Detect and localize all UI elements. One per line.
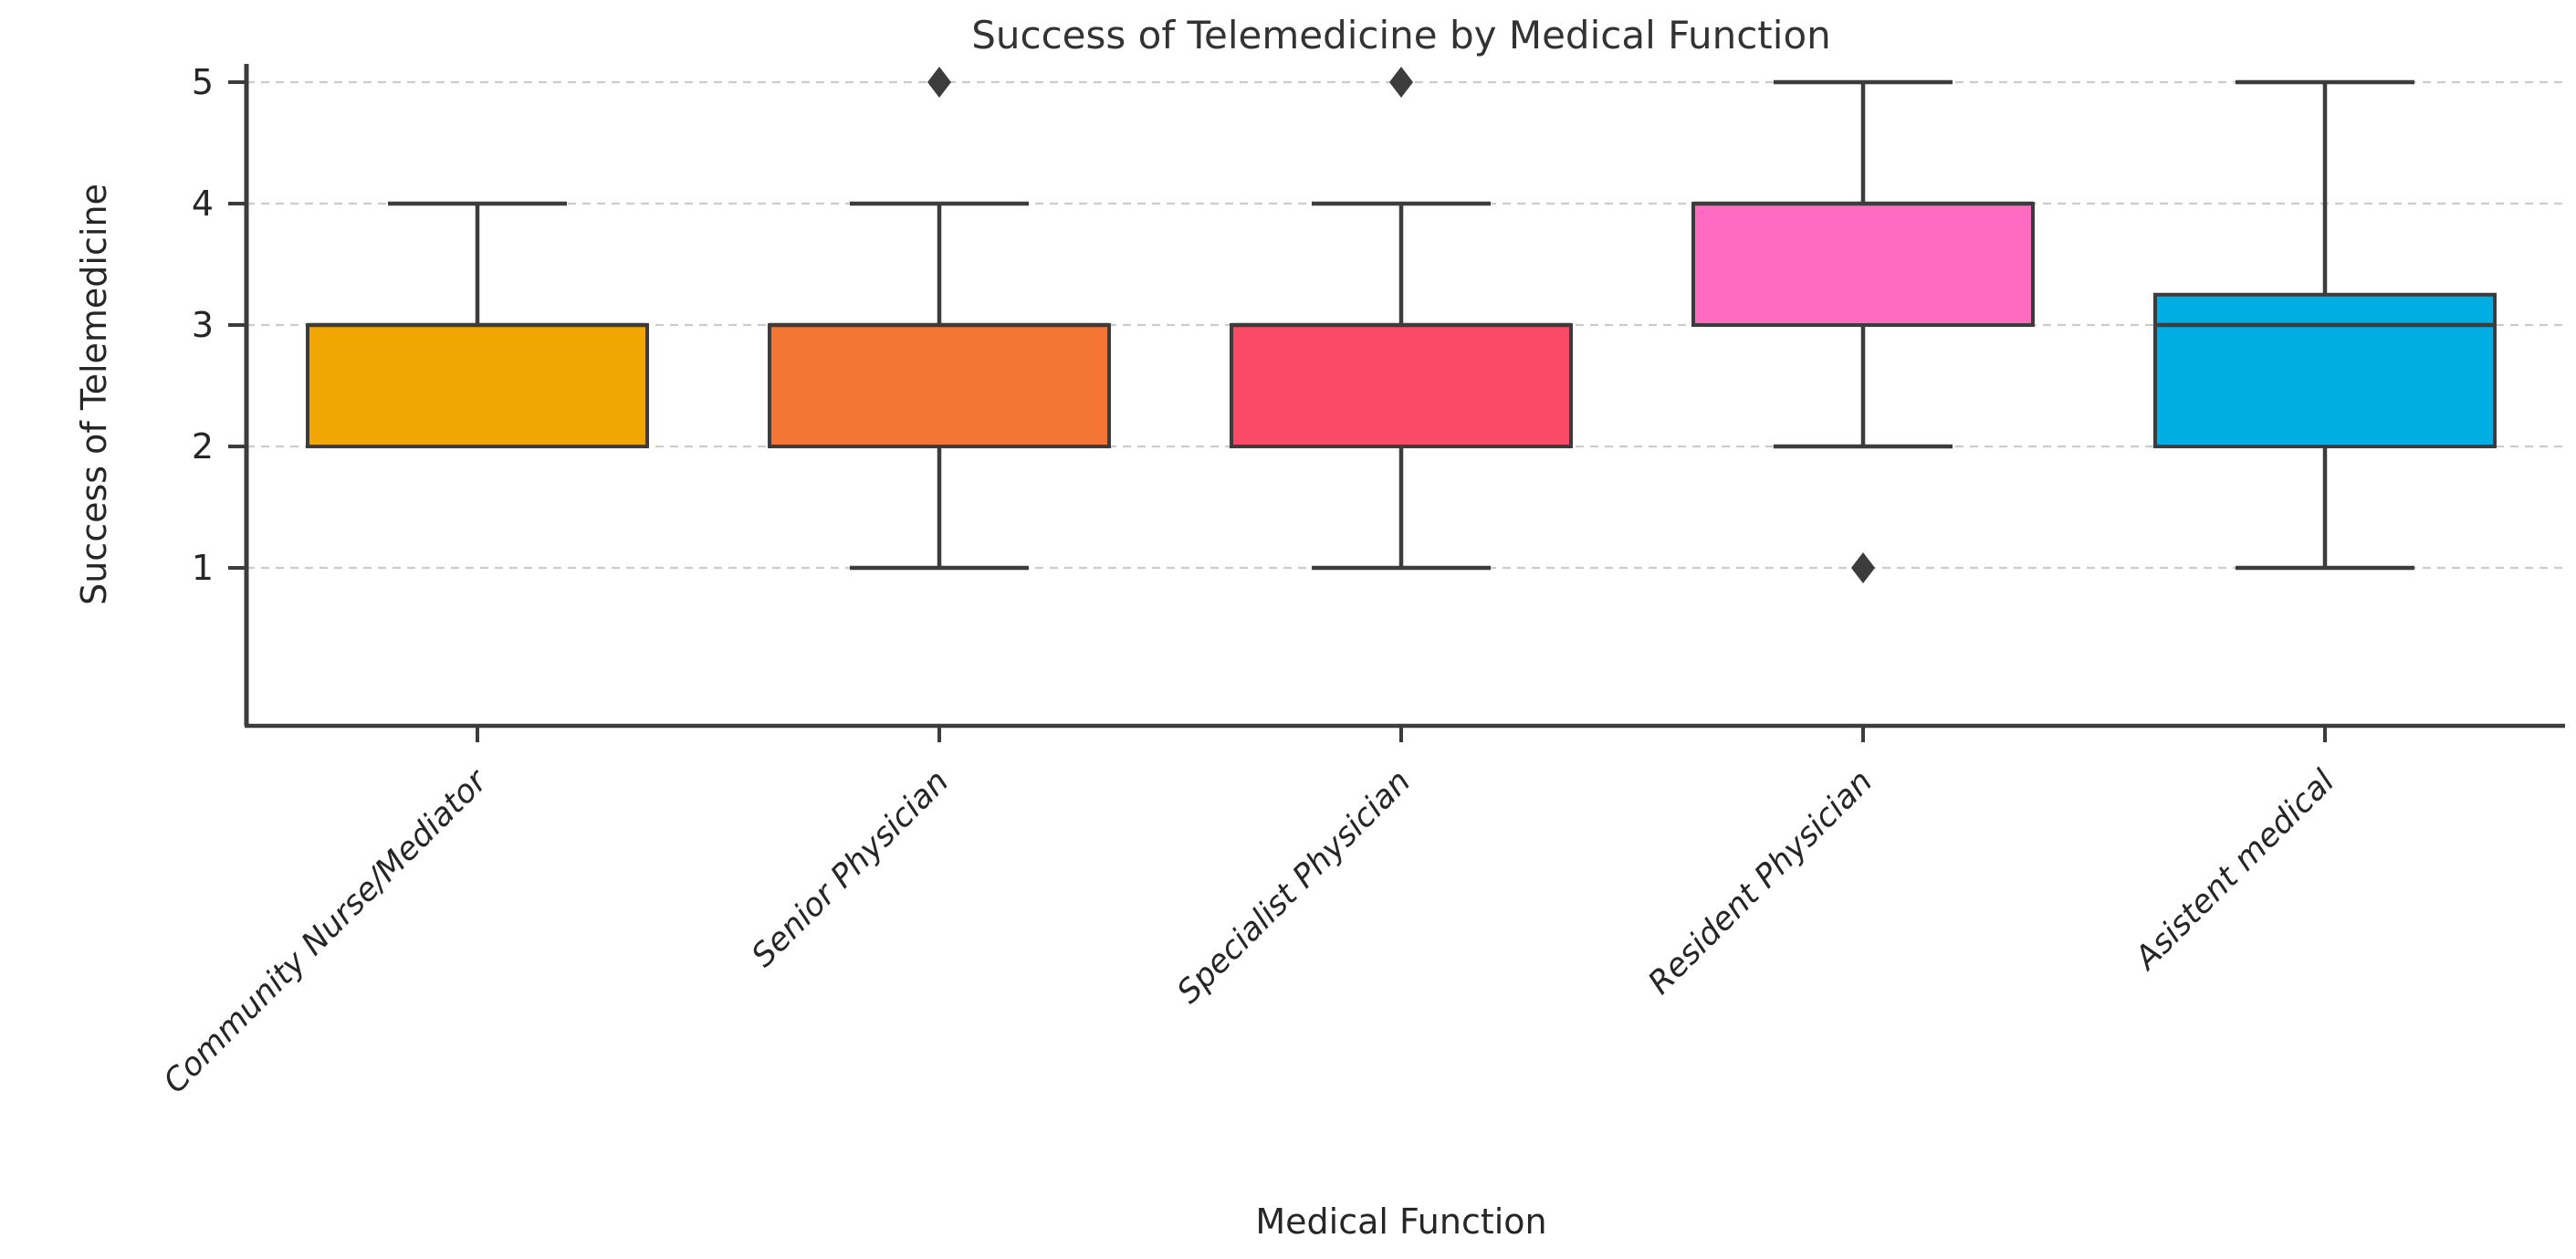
box-asistent-medical [2153, 292, 2497, 448]
box-resident-physician [1691, 202, 2035, 327]
y-tick-label-4: 4 [192, 184, 214, 224]
x-tick-label-specialist-physician: Specialist Physician [1170, 763, 1418, 1011]
box-senior-physician [768, 323, 1111, 448]
y-tick-label-3: 3 [192, 305, 214, 345]
box-specialist-physician [1230, 323, 1573, 448]
outlier-marker-resident-physician-1 [1851, 552, 1875, 583]
chart-title: Success of Telemedicine by Medical Funct… [971, 13, 1831, 58]
y-tick-label-5: 5 [192, 62, 214, 102]
x-tick-label-senior-physician: Senior Physician [745, 763, 956, 974]
x-tick-label-community-nurse-mediator: Community Nurse/Mediator [157, 761, 496, 1100]
outlier-marker-specialist-physician-5 [1389, 67, 1413, 98]
x-tick-label-resident-physician: Resident Physician [1641, 763, 1880, 1002]
x-axis-label: Medical Function [1255, 1201, 1547, 1242]
outlier-marker-senior-physician-5 [927, 67, 951, 98]
box-community-nurse-mediator [306, 323, 649, 448]
x-tick-label-asistent-medical: Asistent medical [2127, 763, 2341, 978]
y-tick-label-2: 2 [192, 426, 214, 467]
y-tick-label-1: 1 [192, 548, 214, 588]
